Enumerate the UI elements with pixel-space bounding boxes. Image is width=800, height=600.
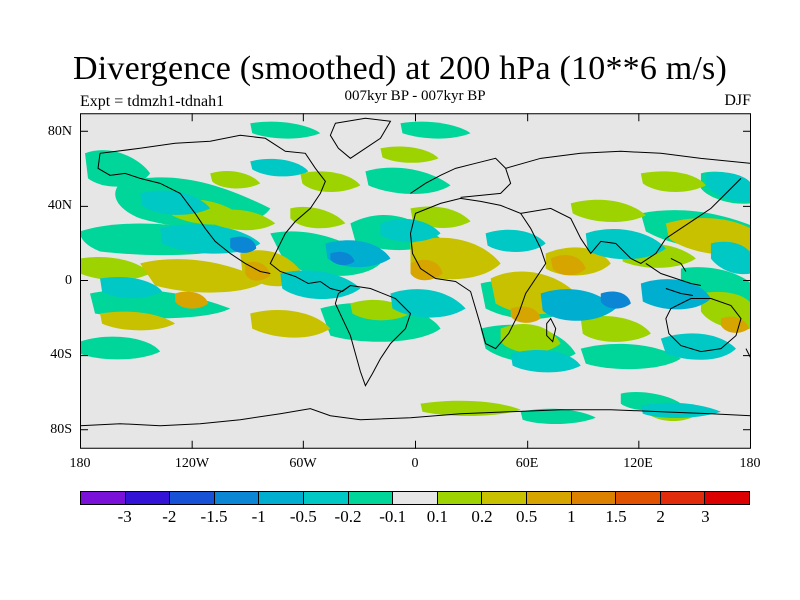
legend-swatch: [214, 492, 260, 504]
lat-label-eq: 0: [65, 273, 72, 288]
lat-label-80s: 80S: [50, 422, 72, 437]
legend-swatch: [303, 492, 349, 504]
legend-label: -0.5: [289, 507, 317, 526]
legend-swatch: [705, 492, 749, 504]
chart-title: Divergence (smoothed) at 200 hPa (10**6 …: [72, 50, 728, 87]
lon-label-120w: 120W: [174, 456, 210, 471]
lon-label-60w: 60W: [289, 456, 317, 471]
legend-swatch: [660, 492, 706, 504]
lat-label-40n: 40N: [47, 198, 72, 213]
divergence-map: [80, 113, 751, 449]
legend-labels: -3 -2 -1.5 -1 -0.5 -0.2 -0.1 0.1 0.2 0.5 1 1.5 2 3: [0, 507, 800, 531]
legend-swatch: [393, 492, 438, 504]
coastlines: [80, 117, 751, 427]
legend-label: -3: [117, 507, 132, 526]
legend-swatch: [616, 492, 661, 504]
legend-swatch: [437, 492, 483, 504]
experiment-label: Expt = tdmzh1-tdnah1: [80, 93, 225, 110]
lon-label-0: 0: [411, 456, 419, 471]
legend-label: -1: [251, 507, 266, 526]
legend-swatch: [526, 492, 572, 504]
legend-swatch: [259, 492, 304, 504]
legend-label: 2: [656, 507, 665, 526]
legend-swatch: [482, 492, 527, 504]
lon-label-180w: 180: [69, 456, 91, 471]
legend-swatch: [571, 492, 617, 504]
legend-label: -1.5: [200, 507, 228, 526]
divergence-field: [80, 121, 751, 424]
map-ticks: [80, 113, 751, 449]
legend-label: -0.2: [334, 507, 362, 526]
legend-label: 3: [701, 507, 710, 526]
lat-label-80n: 80N: [47, 124, 72, 139]
legend-label: 0.2: [471, 507, 493, 526]
legend-label: 1.5: [605, 507, 627, 526]
legend-swatch: [170, 492, 215, 504]
field-negative-strong: [230, 236, 631, 309]
legend-label: 1: [567, 507, 576, 526]
legend-swatch: [125, 492, 171, 504]
legend-swatch: [81, 492, 126, 504]
lon-label-120e: 120E: [623, 456, 653, 471]
legend-label: 0.5: [516, 507, 538, 526]
period-label: 007kyr BP - 007kyr BP: [344, 88, 486, 104]
lat-label-40s: 40S: [50, 347, 72, 362]
legend-colorbar: [80, 491, 750, 505]
legend-swatch: [348, 492, 394, 504]
lon-label-60e: 60E: [515, 456, 539, 471]
legend-label: 0.1: [426, 507, 448, 526]
legend-label: -2: [162, 507, 177, 526]
field-negative: [100, 158, 751, 373]
season-label: DJF: [724, 92, 751, 109]
lon-label-180e: 180: [739, 456, 761, 471]
legend-label: -0.1: [379, 507, 407, 526]
